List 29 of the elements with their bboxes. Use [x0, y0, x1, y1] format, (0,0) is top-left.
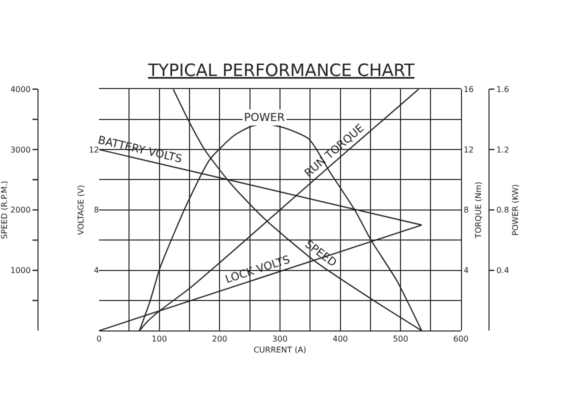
y-axis-title: TORQUE (Nm) — [474, 182, 483, 240]
y-tick-label: 1000 — [10, 266, 31, 276]
y2-axis-title: VOLTAGE (V) — [76, 184, 86, 235]
y2-tick-label: 12 — [88, 145, 100, 154]
x-tick-label: 200 — [212, 334, 228, 344]
y2-tick-label: 0.4 — [496, 266, 510, 276]
chart-title: TYPICAL PERFORMANCE CHART — [147, 61, 416, 81]
y-tick-label: 8 — [464, 206, 469, 215]
x-tick-label: 0 — [96, 334, 102, 344]
x-tick-label: 600 — [453, 334, 469, 344]
y-tick-label: 12 — [464, 145, 474, 154]
y2-tick-label: 1.2 — [496, 145, 510, 154]
series-label: POWER — [244, 111, 286, 124]
y2-axis-title: POWER (KW) — [511, 184, 520, 236]
y2-tick-label: 1.6 — [496, 84, 510, 94]
y-tick-label: 3000 — [10, 145, 31, 154]
y-tick-label: 2000 — [10, 206, 31, 215]
y2-tick-label: 0.8 — [496, 206, 510, 215]
y-tick-label: 16 — [464, 84, 474, 94]
y2-tick-label: 4 — [94, 266, 100, 276]
x-tick-label: 300 — [272, 334, 288, 344]
y-axis-title: SPEED (R.P.M.) — [0, 180, 9, 240]
x-axis-title: CURRENT (A) — [254, 346, 306, 354]
y-tick-label: 4000 — [10, 84, 31, 94]
x-tick-label: 400 — [332, 334, 348, 344]
x-tick-label: 100 — [152, 334, 167, 344]
y-tick-label: 4 — [464, 266, 469, 276]
x-tick-label: 500 — [392, 334, 408, 344]
y2-tick-label: 8 — [94, 206, 100, 215]
